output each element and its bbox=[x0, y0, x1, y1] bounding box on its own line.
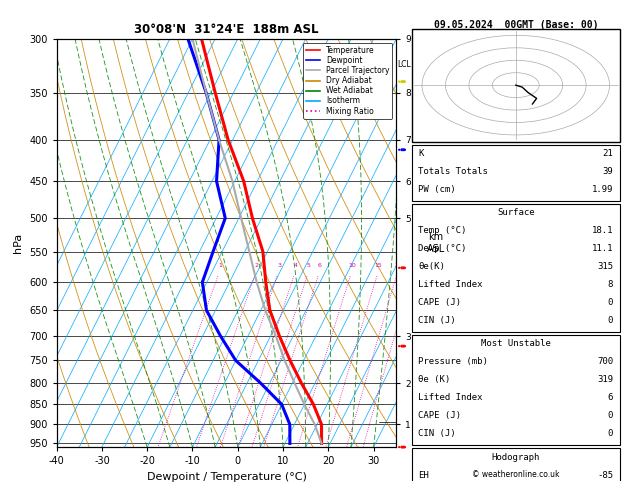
Text: 315: 315 bbox=[597, 262, 613, 271]
Text: 11.1: 11.1 bbox=[592, 244, 613, 253]
Text: 4: 4 bbox=[294, 263, 298, 268]
Text: 6: 6 bbox=[318, 263, 322, 268]
Text: © weatheronline.co.uk: © weatheronline.co.uk bbox=[472, 470, 560, 479]
Text: 0: 0 bbox=[608, 298, 613, 307]
Text: Surface: Surface bbox=[497, 208, 535, 217]
Text: Lifted Index: Lifted Index bbox=[418, 280, 483, 289]
Text: 20: 20 bbox=[394, 263, 402, 268]
Text: CIN (J): CIN (J) bbox=[418, 316, 456, 325]
Text: θe (K): θe (K) bbox=[418, 375, 450, 384]
Text: 1.99: 1.99 bbox=[592, 185, 613, 194]
Title: 30°08'N  31°24'E  188m ASL: 30°08'N 31°24'E 188m ASL bbox=[134, 23, 319, 36]
Text: 15: 15 bbox=[375, 263, 382, 268]
Text: 6: 6 bbox=[608, 393, 613, 402]
Bar bbox=[411, 335, 620, 445]
Text: Most Unstable: Most Unstable bbox=[481, 339, 551, 348]
Text: CAPE (J): CAPE (J) bbox=[418, 411, 462, 420]
Text: 18.1: 18.1 bbox=[592, 226, 613, 235]
Text: 1: 1 bbox=[218, 263, 222, 268]
Text: 10: 10 bbox=[348, 263, 356, 268]
Bar bbox=[411, 144, 620, 201]
Text: Lifted Index: Lifted Index bbox=[418, 393, 483, 402]
Text: 39: 39 bbox=[603, 167, 613, 176]
Text: kt: kt bbox=[418, 34, 428, 42]
Legend: Temperature, Dewpoint, Parcel Trajectory, Dry Adiabat, Wet Adiabat, Isotherm, Mi: Temperature, Dewpoint, Parcel Trajectory… bbox=[303, 43, 392, 119]
Bar bbox=[411, 29, 620, 142]
Text: θe(K): θe(K) bbox=[418, 262, 445, 271]
Text: -85: -85 bbox=[597, 470, 613, 480]
Text: 8: 8 bbox=[608, 280, 613, 289]
Text: Totals Totals: Totals Totals bbox=[418, 167, 488, 176]
Text: 3: 3 bbox=[277, 263, 281, 268]
Text: 09.05.2024  00GMT (Base: 00): 09.05.2024 00GMT (Base: 00) bbox=[433, 20, 598, 30]
Text: 0: 0 bbox=[608, 316, 613, 325]
Text: PW (cm): PW (cm) bbox=[418, 185, 456, 194]
Bar bbox=[411, 448, 620, 486]
Text: Temp (°C): Temp (°C) bbox=[418, 226, 467, 235]
Text: K: K bbox=[418, 149, 424, 158]
X-axis label: Dewpoint / Temperature (°C): Dewpoint / Temperature (°C) bbox=[147, 472, 306, 482]
Text: 21: 21 bbox=[603, 149, 613, 158]
Text: CIN (J): CIN (J) bbox=[418, 429, 456, 438]
Text: Dewp (°C): Dewp (°C) bbox=[418, 244, 467, 253]
Text: 700: 700 bbox=[597, 357, 613, 366]
Text: Pressure (mb): Pressure (mb) bbox=[418, 357, 488, 366]
Y-axis label: km
ASL: km ASL bbox=[427, 232, 445, 254]
Text: EH: EH bbox=[418, 470, 429, 480]
Bar bbox=[411, 204, 620, 332]
Text: LCL: LCL bbox=[397, 60, 411, 69]
Text: 0: 0 bbox=[608, 411, 613, 420]
Text: 2: 2 bbox=[255, 263, 259, 268]
Text: CAPE (J): CAPE (J) bbox=[418, 298, 462, 307]
Text: 0: 0 bbox=[608, 429, 613, 438]
Text: 5: 5 bbox=[307, 263, 311, 268]
Text: 319: 319 bbox=[597, 375, 613, 384]
Text: Hodograph: Hodograph bbox=[492, 452, 540, 462]
Y-axis label: hPa: hPa bbox=[13, 233, 23, 253]
